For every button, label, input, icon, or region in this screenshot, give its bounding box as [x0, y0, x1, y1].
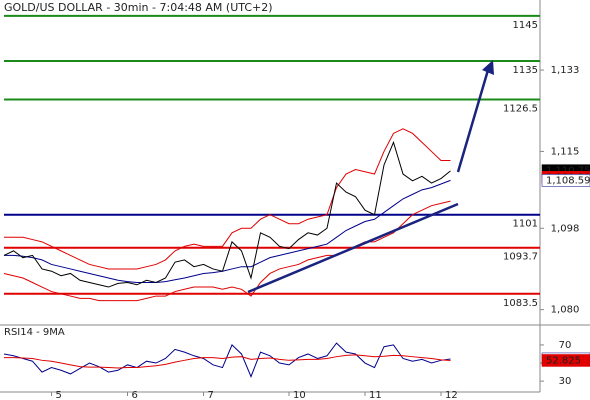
price-tag [541, 174, 590, 187]
y-tick-label: 1,133 [551, 65, 580, 76]
x-tick-label: 5 [56, 390, 62, 400]
series-line [4, 128, 451, 270]
price-tag-label: 1,108.59 [546, 175, 590, 186]
price-tag [541, 354, 590, 367]
price-tag-label: 52.825 [546, 355, 581, 366]
y-tick-label: 1,080 [551, 305, 580, 316]
x-tick-label: 7 [208, 390, 214, 400]
level-label: 1126.5 [503, 103, 538, 114]
x-tick-label: 10 [293, 390, 306, 400]
x-tick-label: 12 [445, 390, 458, 400]
level-label: 1093.7 [503, 252, 538, 263]
chart-title: GOLD/US DOLLAR - 30min - 7:04:48 AM (UTC… [4, 1, 273, 14]
series-line [3, 200, 451, 302]
x-tick-label: 11 [369, 390, 382, 400]
level-label: 1135 [513, 65, 538, 76]
y-tick-label: 1,115 [551, 146, 580, 157]
series-line [4, 354, 451, 369]
forecast-arrow [456, 69, 490, 173]
x-tick-label: 6 [132, 390, 138, 400]
level-label: 1145 [513, 20, 538, 31]
series-line [4, 179, 451, 284]
y-tick-label: 1,098 [551, 223, 580, 234]
arrow-head [482, 60, 494, 75]
level-label: 1101 [513, 219, 538, 230]
level-label: 1083.5 [503, 298, 538, 309]
y-tick-label: 30 [559, 376, 572, 387]
series-line [3, 342, 451, 378]
trend-line [247, 202, 459, 294]
y-tick-label: 70 [559, 340, 572, 351]
panel-title: RSI14 - 9MA [4, 327, 65, 338]
series-line [3, 140, 451, 288]
